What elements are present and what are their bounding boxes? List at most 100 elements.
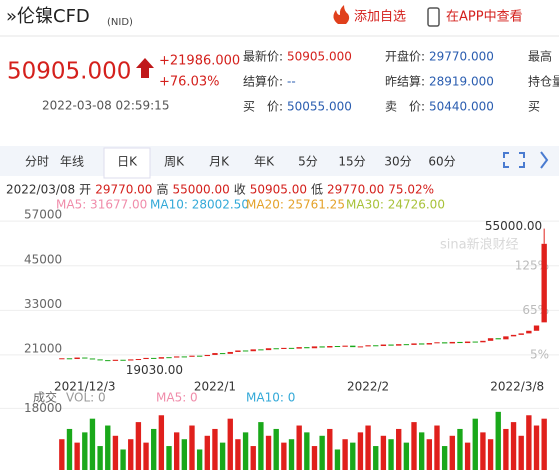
volume-bar (296, 425, 302, 470)
volume-bar (235, 439, 241, 470)
candle-body (288, 347, 295, 349)
volume-bar (120, 449, 126, 470)
field-value: 50440.000 (429, 100, 494, 114)
tab[interactable]: 15分 (338, 155, 365, 169)
phone-icon (427, 7, 440, 27)
vol-tick-label: 18000 (24, 401, 62, 415)
volume-bar (464, 442, 471, 470)
candle-body (311, 346, 318, 349)
add-button[interactable]: 添加自选 (354, 10, 406, 25)
candle-body (411, 343, 417, 345)
vol-label: VOL: 0 (66, 391, 106, 405)
candle-body (418, 343, 425, 345)
volume-bar (173, 432, 180, 470)
tab[interactable]: 5分 (298, 155, 318, 169)
volume-bar (495, 411, 501, 470)
volume-bar (89, 418, 96, 470)
vol-label: MA10: 0 (246, 391, 295, 405)
tab[interactable]: 年线 (60, 155, 84, 169)
tab[interactable]: 月K (209, 155, 230, 169)
field-label: 最高 (528, 49, 552, 64)
volume-bar (196, 449, 203, 470)
candle-body (82, 357, 88, 359)
volume-bar (227, 418, 233, 470)
candle-body (204, 354, 210, 357)
volume-bar (533, 425, 540, 470)
candle-body (503, 336, 509, 340)
tab[interactable]: 分时 (25, 155, 49, 169)
candle-body (166, 357, 172, 359)
volume-bar (526, 415, 532, 470)
info-item: 高 (156, 182, 168, 197)
tab[interactable]: 30分 (384, 155, 411, 169)
fullscreen-icon[interactable] (503, 152, 525, 168)
candle-body (541, 243, 547, 323)
x-tick-label: 2022/1 (194, 380, 236, 394)
volume-bar (449, 435, 455, 470)
volume-bar (472, 418, 478, 470)
volume-bar (158, 415, 165, 470)
candle-body (173, 356, 180, 358)
vol-label: 成交 (33, 390, 57, 405)
ma-label: MA10: 28002.50 (150, 198, 249, 212)
volume-bar (143, 442, 149, 470)
tab[interactable]: 日K (117, 155, 138, 169)
candle-body (327, 346, 333, 348)
candle-body (151, 357, 157, 359)
candle-body (304, 347, 310, 349)
low-label: 19030.00 (126, 363, 183, 377)
candle-body (196, 355, 203, 357)
candle-body (112, 359, 119, 361)
candle-body (250, 349, 256, 352)
candle-body (403, 344, 410, 346)
volume-bar (281, 442, 287, 470)
candle-body (258, 349, 264, 351)
next-icon[interactable] (540, 151, 549, 169)
field-value: 50055.000 (287, 100, 352, 114)
candle-body (380, 344, 387, 347)
candle-body (480, 340, 486, 343)
volume-bar (418, 432, 425, 470)
y2-tick-label: 125% (515, 258, 549, 272)
x-tick-label: 2022/2 (347, 380, 389, 394)
tab[interactable]: 年K (254, 155, 275, 169)
volume-bar (541, 418, 547, 470)
app-button[interactable]: 在APP中查看 (446, 9, 523, 25)
candle-body (434, 342, 440, 344)
candle-body (426, 343, 433, 345)
up-arrow (136, 58, 154, 78)
volume-bar (265, 435, 272, 470)
high-label: 55000.00 (485, 219, 542, 233)
info-item: 收 (234, 183, 246, 197)
volume-bar (373, 446, 379, 470)
tab[interactable]: 60分 (428, 155, 455, 169)
volume-bar (112, 435, 119, 470)
volume-bar (388, 439, 394, 470)
volume-bar (189, 425, 195, 470)
volume-bar (480, 432, 486, 470)
tab[interactable]: 周K (164, 155, 185, 169)
volume-bar (487, 439, 494, 470)
info-item: 75.02% (388, 183, 434, 197)
ma-label: MA5: 31677.00 (56, 198, 147, 212)
candle-body (189, 355, 195, 357)
candle-body (441, 342, 448, 344)
candle-body (273, 348, 279, 350)
field-label: 开盘价: (385, 49, 425, 64)
candle-body (281, 347, 287, 349)
field-label: 持仓量 (528, 74, 559, 89)
tab-bar (0, 146, 559, 176)
info-item: 29770.00 (95, 183, 152, 197)
volume-bar (166, 446, 172, 470)
volume-bar (503, 428, 509, 470)
volume-bar (59, 439, 65, 470)
candle-body (135, 359, 142, 361)
y-tick-label: 45000 (24, 252, 62, 266)
candle-body (472, 341, 478, 343)
candle-body (128, 359, 134, 361)
candle-body (495, 338, 501, 340)
candle-body (158, 357, 165, 359)
field-label: 昨结算: (385, 74, 425, 89)
